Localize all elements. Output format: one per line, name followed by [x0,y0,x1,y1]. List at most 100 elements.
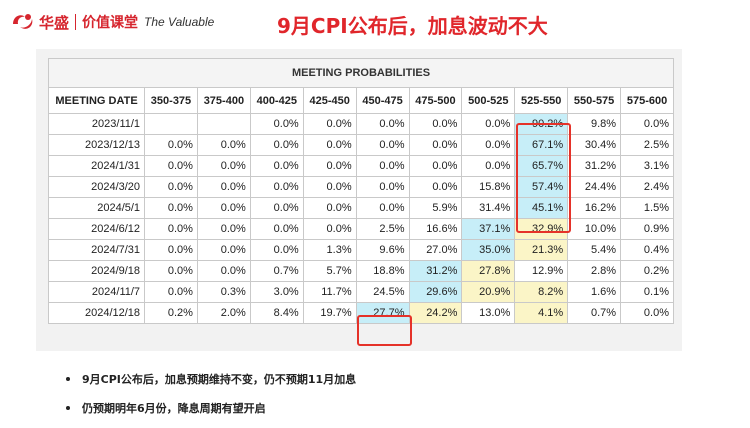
meeting-date-cell: 2024/5/1 [47,197,146,219]
brand-name: 华盛 [39,13,70,32]
probability-cell: 1.6% [567,281,622,303]
probability-cell: 0.0% [302,218,357,240]
probability-cell: 0.0% [302,113,357,135]
probability-cell: 0.4% [620,239,674,261]
probability-cell: 0.0% [249,197,304,219]
table-row: 2024/9/18 0.0% 0.0% 0.7% 5.7% 18.8% 31.2% 27.8%… [47,260,674,282]
table-row: 2024/7/31 0.0% 0.0% 0.0% 1.3% 9.6% 27.0% 35.0% 2… [47,239,674,261]
table-row: 2024/3/20 0.0% 0.0% 0.0% 0.0% 0.0% 0.0% 15.8% 57… [47,176,674,198]
probability-cell: 15.8% [461,176,516,198]
probability-cell: 30.4% [567,134,622,156]
probability-cell: 0.0% [302,134,357,156]
probability-cell: 5.4% [567,239,622,261]
meeting-date-cell: 2024/7/31 [47,239,146,261]
probability-cell: 8.2% [514,281,569,303]
probability-cell: 0.0% [302,197,357,219]
probability-cell: 0.0% [355,134,410,156]
column-header-range: 375-400 [196,87,251,114]
probability-cell: 27.0% [408,239,463,261]
probability-cell: 0.0% [461,113,516,135]
probability-cell: 0.0% [196,134,251,156]
probability-cell: 0.0% [461,155,516,177]
probability-cell: 11.7% [302,281,357,303]
table-row: 2024/11/7 0.0% 0.3% 3.0% 11.7% 24.5% 29.6% 20.9… [47,281,674,303]
probability-cell: 65.7% [514,155,569,177]
column-header-range: 525-550 [514,87,569,114]
probability-cell: 16.2% [567,197,622,219]
probability-cell: 0.0% [302,155,357,177]
probability-cell: 0.0% [196,176,251,198]
probability-cell: 0.0% [408,176,463,198]
probability-cell: 0.0% [144,281,198,303]
probability-cell: 31.4% [461,197,516,219]
probability-cell: 13.0% [461,302,516,324]
meeting-date-cell: 2024/12/18 [47,302,146,324]
probability-cell: 0.0% [355,113,410,135]
meeting-date-cell: 2024/1/31 [47,155,146,177]
probability-cell: 0.2% [144,302,198,324]
probability-cell: 0.1% [620,281,674,303]
table-row: 2023/11/1 0.0% 0.0% 0.0% 0.0% 0.0% 90.2% 9.8% 0.… [47,113,674,135]
probability-cell: 0.0% [144,197,198,219]
probability-cell: 90.2% [514,113,569,135]
probability-cell: 0.0% [144,239,198,261]
meeting-date-cell: 2024/11/7 [47,281,146,303]
bullet-dot [66,406,70,410]
probability-cell: 57.4% [514,176,569,198]
table-row: 2024/1/31 0.0% 0.0% 0.0% 0.0% 0.0% 0.0% 0.0% 65.… [47,155,674,177]
column-header-range: 575-600 [620,87,674,114]
brand-logo-icon [13,14,33,29]
brand-tagline: The Valuable [144,15,215,29]
probability-cell: 2.5% [355,218,410,240]
probability-cell: 0.0% [196,239,251,261]
probability-cell: 0.0% [408,134,463,156]
probability-cell: 4.1% [514,302,569,324]
probability-cell: 0.0% [249,239,304,261]
probability-cell: 18.8% [355,260,410,282]
column-header-range: 550-575 [567,87,622,114]
probability-cell [144,113,198,135]
probability-cell: 12.9% [514,260,569,282]
probability-cell: 0.0% [144,218,198,240]
probability-cell: 8.4% [249,302,304,324]
probability-cell: 27.7% [355,302,410,324]
probability-cell: 2.0% [196,302,251,324]
probability-cell: 0.3% [196,281,251,303]
probability-cell: 0.0% [249,176,304,198]
table-body: 2023/11/1 0.0% 0.0% 0.0% 0.0% 0.0% 90.2% 9.8% 0.… [47,113,674,324]
probability-cell: 0.0% [144,260,198,282]
probability-cell: 0.0% [196,218,251,240]
probability-cell: 0.0% [408,113,463,135]
table-banner-row: MEETING PROBABILITIES [48,58,674,88]
probability-cell: 0.7% [249,260,304,282]
probability-cell: 0.0% [144,176,198,198]
probability-cell: 0.0% [196,197,251,219]
probability-cell: 45.1% [514,197,569,219]
probability-cell: 9.8% [567,113,622,135]
header: 华盛 价值课堂 The Valuable 9月CPI公布后，加息波动不大 [0,0,750,48]
probability-cell: 67.1% [514,134,569,156]
brand-divider [75,14,77,30]
meeting-date-cell: 2024/9/18 [47,260,146,282]
table-row: 2024/5/1 0.0% 0.0% 0.0% 0.0% 0.0% 5.9% 31.4% 45.… [47,197,674,219]
column-header-range: 350-375 [144,87,198,114]
probability-cell: 1.5% [620,197,674,219]
probability-cell: 1.3% [302,239,357,261]
probability-cell: 31.2% [408,260,463,282]
column-header-range: 475-500 [408,87,463,114]
probability-cell: 24.5% [355,281,410,303]
bullet-list: 9月CPI公布后，加息预期维持不变，仍不预期11月加息 仍预期明年6月份，降息周… [66,370,356,428]
probability-cell: 3.1% [620,155,674,177]
probability-cell: 31.2% [567,155,622,177]
probability-cell: 5.7% [302,260,357,282]
probability-cell: 0.0% [196,155,251,177]
probability-cell: 20.9% [461,281,516,303]
probability-cell: 27.8% [461,260,516,282]
bullet-dot [66,377,70,381]
probability-cell: 19.7% [302,302,357,324]
meeting-date-cell: 2024/6/12 [47,218,146,240]
probability-cell: 3.0% [249,281,304,303]
probability-cell: 29.6% [408,281,463,303]
bullet-text: 9月CPI公布后，加息预期维持不变，仍不预期11月加息 [82,373,357,386]
table-row: 2024/6/12 0.0% 0.0% 0.0% 0.0% 2.5% 16.6% 37.1% 3… [47,218,674,240]
